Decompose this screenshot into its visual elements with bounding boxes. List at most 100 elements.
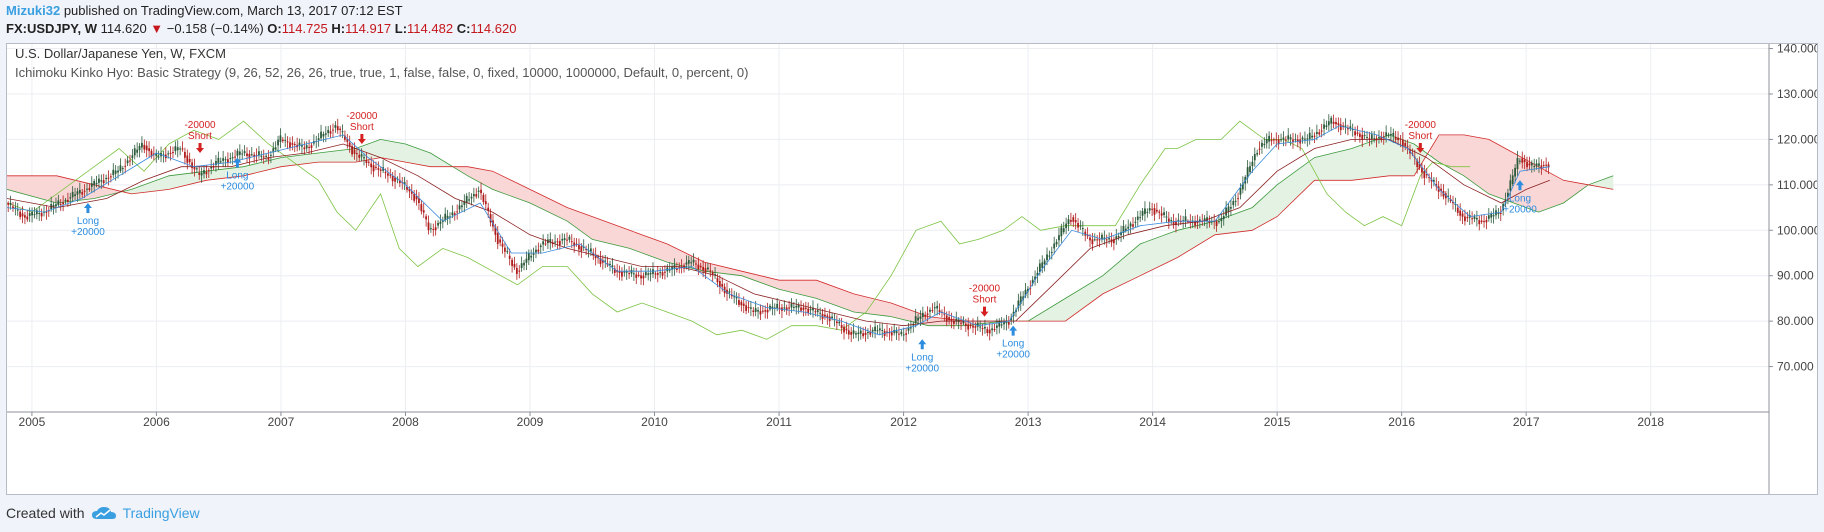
symbol-header: FX:USDJPY, W 114.620 ▼ −0.158 (−0.14%) O… — [6, 21, 516, 36]
candle-body — [1050, 251, 1053, 253]
publish-header: Mizuki32 published on TradingView.com, M… — [6, 3, 403, 18]
candle-body — [124, 165, 127, 167]
candle-body — [859, 330, 862, 334]
candle-body — [766, 309, 769, 313]
candle-body — [1053, 243, 1056, 249]
candle-body — [1234, 200, 1237, 202]
candle-body — [1227, 206, 1230, 213]
candle-body — [248, 153, 251, 159]
candle-body — [1347, 127, 1349, 130]
candle-body — [231, 157, 234, 159]
candle-body — [382, 167, 385, 171]
candle-body — [1222, 216, 1225, 220]
candle-body — [759, 311, 762, 315]
y-tick-label: 70.000 — [1777, 360, 1814, 374]
author-name[interactable]: Mizuki32 — [6, 3, 61, 18]
candle-body — [126, 160, 129, 164]
candle-body — [250, 154, 253, 156]
candle-body — [86, 188, 88, 190]
candle-body — [936, 305, 939, 309]
candle-body — [215, 160, 217, 165]
chart-title: U.S. Dollar/Japanese Yen, W, FXCM — [15, 46, 226, 61]
tradingview-link[interactable]: TradingView — [122, 505, 200, 521]
candle-body — [761, 310, 764, 312]
y-tick-label: 90.000 — [1777, 269, 1814, 283]
candlesticks — [7, 114, 1550, 343]
candle-body — [871, 329, 874, 332]
long-signal-label: Long — [226, 171, 248, 182]
candle-body — [926, 313, 929, 315]
chart-panel[interactable]: Long +20000 Short -20000 Long +20000 Short -200… — [6, 43, 1818, 495]
candle-body — [1547, 164, 1550, 168]
candle-body — [589, 248, 592, 252]
candle-body — [320, 131, 322, 139]
candle-body — [979, 326, 982, 328]
candle-body — [1392, 132, 1395, 136]
candle-body — [26, 216, 29, 220]
candle-body — [1230, 207, 1232, 209]
candle-body — [683, 265, 685, 269]
long-signal-amount: +20000 — [71, 227, 105, 238]
candle-body — [742, 303, 745, 306]
candle-body — [1022, 296, 1025, 300]
candle-body — [179, 148, 182, 150]
candle-body — [434, 227, 437, 231]
candle-body — [437, 222, 439, 226]
candle-body — [728, 291, 731, 293]
candle-body — [976, 322, 979, 327]
candle-body — [1518, 160, 1521, 162]
candle-body — [1153, 208, 1156, 215]
candle-body — [709, 270, 712, 272]
candle-body — [131, 155, 134, 158]
candle-body — [83, 190, 86, 192]
candle-body — [167, 153, 170, 155]
candle-body — [1480, 220, 1483, 222]
candle-body — [1509, 180, 1512, 191]
candle-body — [1129, 223, 1132, 227]
candle-body — [329, 131, 332, 134]
candle-body — [632, 273, 635, 275]
candle-body — [702, 266, 705, 271]
candle-body — [420, 204, 423, 212]
candle-body — [566, 239, 568, 241]
candle-body — [659, 272, 662, 274]
candle-body — [1447, 195, 1450, 197]
candle-body — [1201, 221, 1204, 223]
candle-body — [1382, 136, 1385, 139]
candle-body — [1535, 163, 1538, 167]
candle-body — [1370, 134, 1373, 140]
candle-body — [1521, 158, 1524, 163]
candle-body — [265, 155, 268, 157]
candle-body — [919, 316, 922, 319]
candle-body — [797, 304, 800, 308]
candle-body — [788, 307, 791, 309]
candle-body — [141, 142, 143, 148]
candle-body — [864, 332, 867, 335]
candle-body — [599, 258, 602, 265]
candle-body — [1452, 201, 1454, 204]
high-value: 114.917 — [345, 21, 392, 36]
candle-body — [1538, 163, 1540, 166]
candle-body — [1134, 221, 1137, 223]
candle-body — [1007, 322, 1010, 325]
price-chart[interactable]: Long+20000Short-20000Long+20000Short-200… — [7, 44, 1817, 494]
y-tick-label: 80.000 — [1777, 314, 1814, 328]
candle-body — [274, 147, 277, 149]
candle-body — [738, 300, 740, 305]
candle-body — [535, 249, 537, 253]
candle-body — [1485, 219, 1488, 223]
candle-body — [418, 198, 420, 203]
candle-body — [1172, 221, 1175, 225]
candle-body — [1182, 220, 1185, 222]
candle-body — [310, 145, 313, 148]
candle-body — [351, 146, 353, 155]
candle-body — [475, 194, 478, 197]
candle-body — [991, 328, 993, 331]
candle-body — [303, 147, 306, 150]
candle-body — [57, 200, 60, 206]
candle-body — [1144, 208, 1146, 215]
candle-body — [422, 210, 425, 213]
candle-body — [721, 283, 724, 287]
candle-body — [575, 243, 578, 245]
candle-body — [802, 307, 805, 310]
